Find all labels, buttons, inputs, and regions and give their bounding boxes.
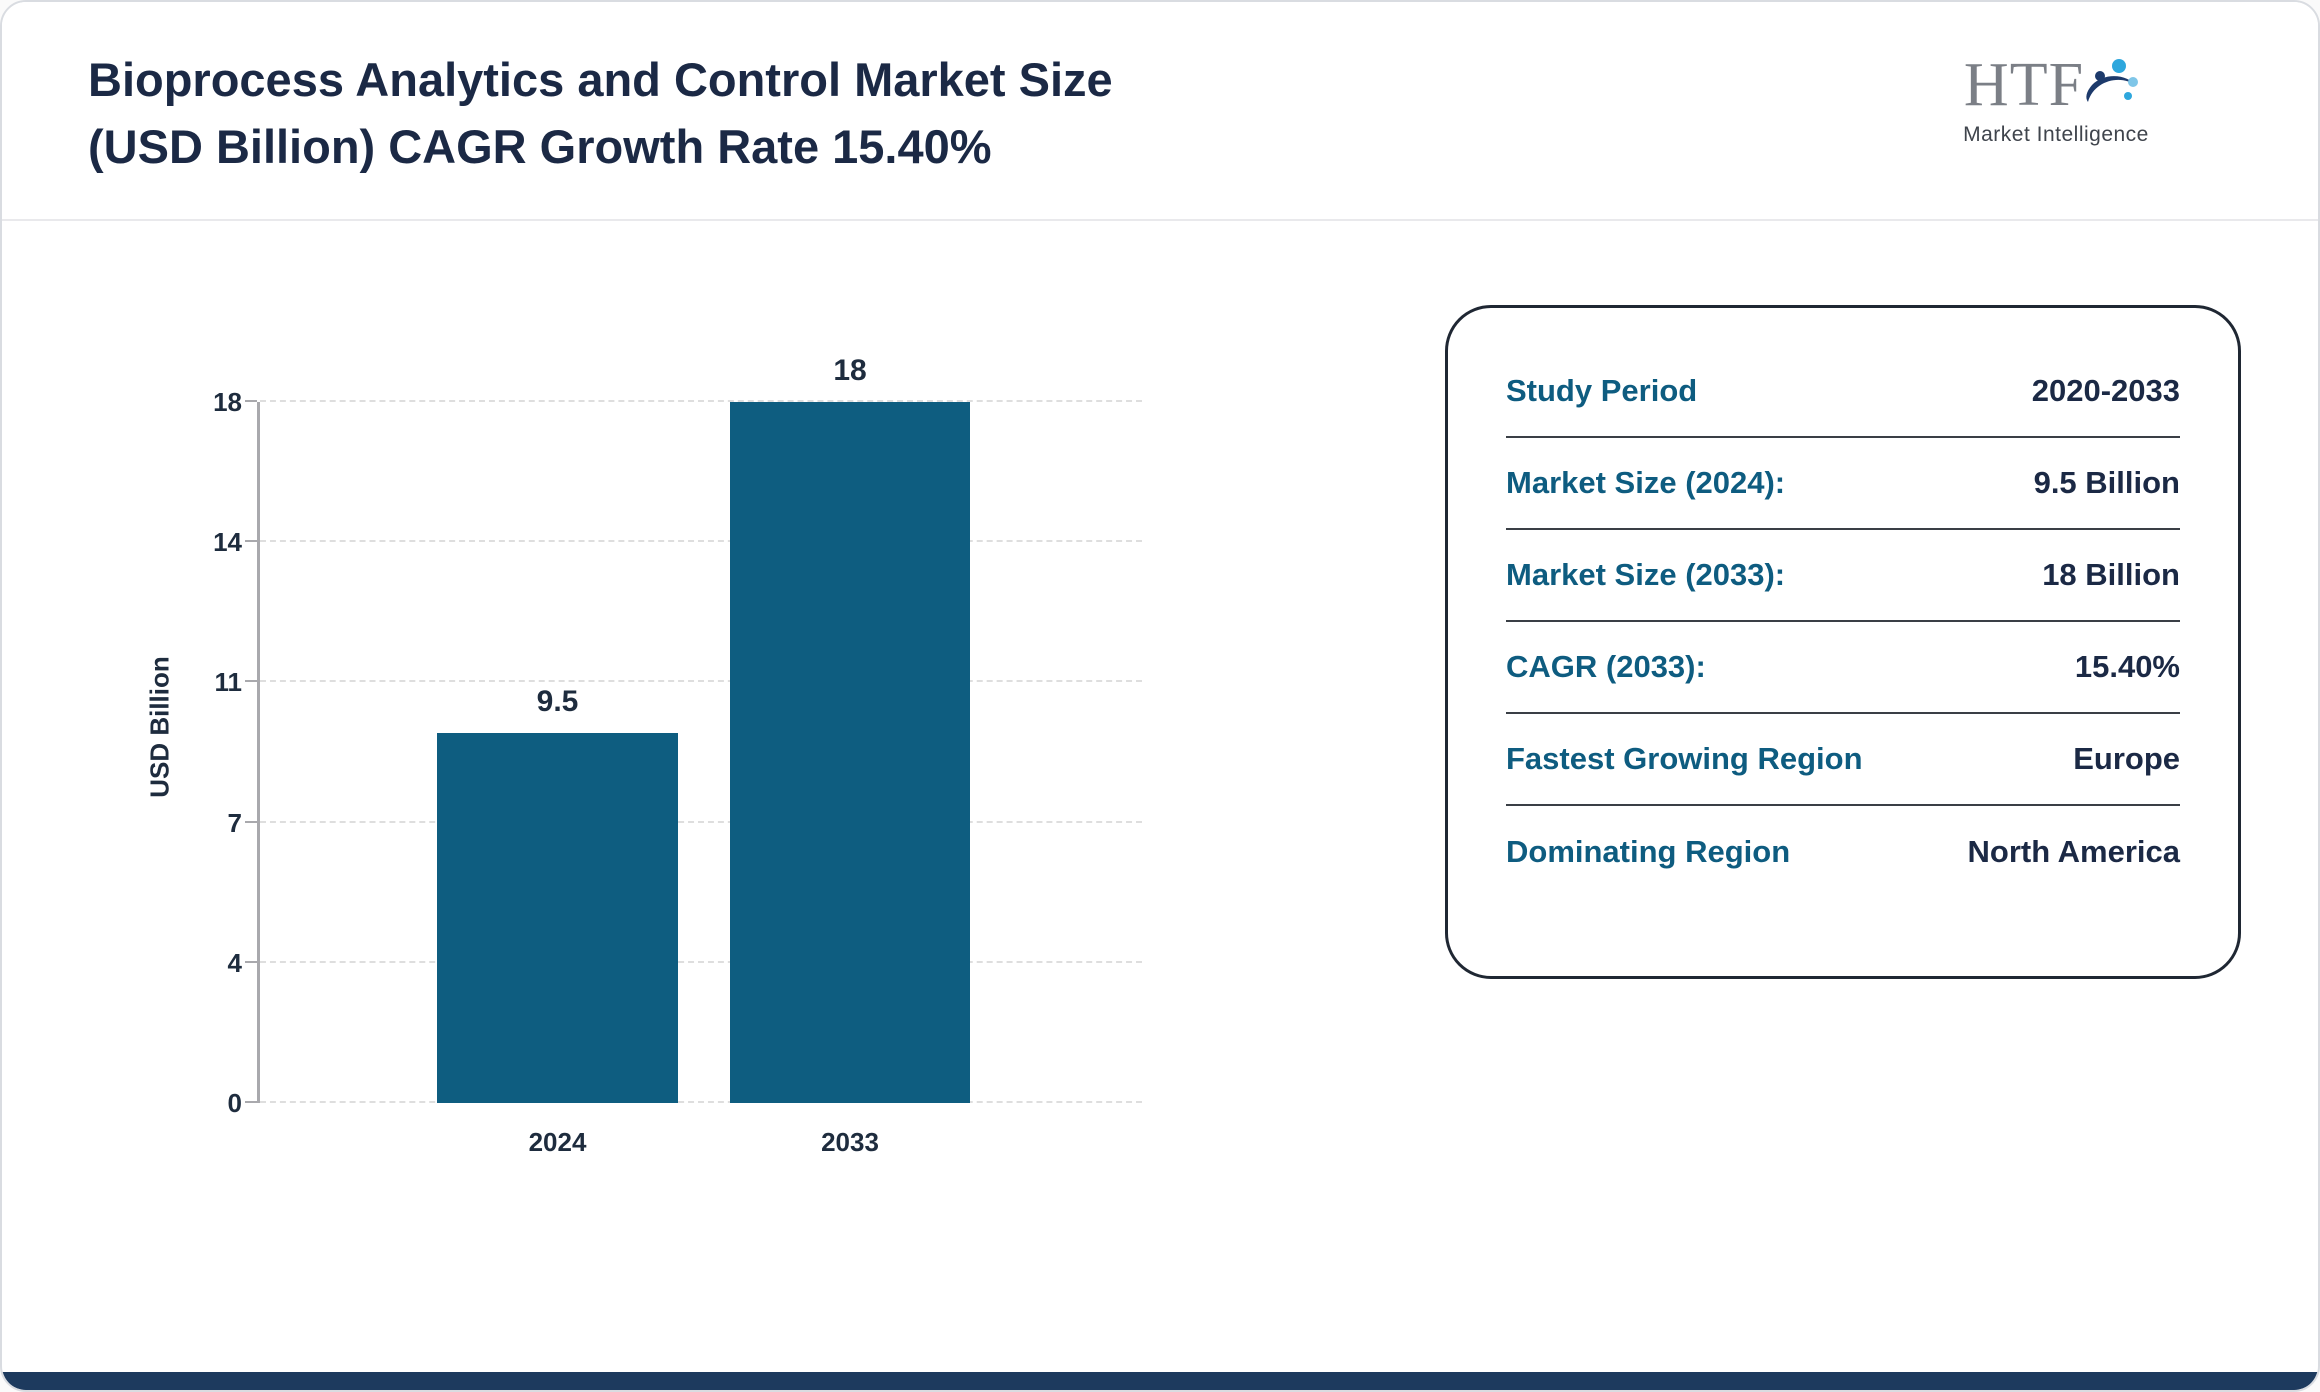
info-panel-row-label: CAGR (2033): <box>1506 649 1706 684</box>
header: Bioprocess Analytics and Control Market … <box>2 2 2318 221</box>
y-tick-label: 14 <box>213 527 242 558</box>
y-axis-tick <box>245 400 257 402</box>
gridline <box>260 400 1142 402</box>
htf-logo-top: HTF <box>1906 46 2206 120</box>
htf-logo: HTF Market Intelligence <box>1906 46 2206 147</box>
x-tick-label: 2033 <box>821 1127 879 1157</box>
plot-area: 0 4 7 11 14 18 9.5 2024 18 2033 <box>213 354 1142 1157</box>
info-panel-row: Dominating Region North America <box>1506 806 2180 898</box>
gridline <box>260 820 1142 823</box>
info-panel-row-label: Market Size (2033): <box>1506 557 1786 592</box>
bottom-accent-bar <box>2 1372 2318 1390</box>
x-tick-label: 2024 <box>528 1127 587 1157</box>
info-panel-row-value: Europe <box>2073 741 2180 776</box>
page-title-line2: (USD Billion) CAGR Growth Rate 15.40% <box>88 120 992 174</box>
info-panel-row-label: Market Size (2024): <box>1506 465 1786 500</box>
page-title: Bioprocess Analytics and Control Market … <box>88 46 1113 180</box>
info-panel-row: Market Size (2024): 9.5 Billion <box>1506 438 2180 530</box>
y-tick-label: 11 <box>214 667 243 698</box>
y-tick-label: 0 <box>227 1088 242 1118</box>
bar-group: 18 <box>730 354 970 1103</box>
info-panel: Study Period 2020-2033 Market Size (2024):… <box>1445 305 2241 979</box>
page-title-line1: Bioprocess Analytics and Control Market … <box>88 53 1113 106</box>
info-panel-row-label: Study Period <box>1506 373 1698 408</box>
y-tick-label: 7 <box>227 807 242 838</box>
y-axis-tick <box>245 680 257 683</box>
info-panel-row-value: 18 Billion <box>2042 557 2180 592</box>
info-panel-row: Fastest Growing Region Europe <box>1506 714 2180 806</box>
htf-logo-text: HTF <box>1963 51 2085 120</box>
gridline <box>260 960 1142 963</box>
info-panel-row-label: Fastest Growing Region <box>1506 741 1863 776</box>
y-axis-tick <box>245 960 257 963</box>
gridline <box>260 1101 1142 1103</box>
bar <box>730 402 970 1103</box>
gridline <box>260 680 1142 683</box>
info-panel-row-value: 2020-2033 <box>2031 373 2180 408</box>
bar <box>437 733 678 1103</box>
info-panel-row-value: North America <box>1967 834 2180 869</box>
info-panel-row: Market Size (2033): 18 Billion <box>1506 530 2180 622</box>
y-tick-label: 18 <box>213 387 242 417</box>
gridline <box>260 540 1142 543</box>
info-panel-row-value: 9.5 Billion <box>2033 465 2180 500</box>
htf-logo-subtext: Market Intelligence <box>1963 123 2149 146</box>
swoosh-people-icon <box>2078 52 2142 121</box>
y-axis-tick <box>245 820 257 823</box>
info-panel-row-value: 15.40% <box>2074 649 2180 684</box>
y-axis-tick <box>245 540 257 543</box>
bar-value-label: 18 <box>833 354 867 387</box>
info-panel-row-label: Dominating Region <box>1506 834 1791 869</box>
info-panel-row: Study Period 2020-2033 <box>1506 346 2180 438</box>
bar-value-label: 9.5 <box>536 685 579 719</box>
bar-group: 9.5 <box>437 402 678 1103</box>
info-panel-row: CAGR (2033): 15.40% <box>1506 622 2180 714</box>
y-axis-tick <box>245 1101 257 1103</box>
y-tick-label: 4 <box>227 947 242 978</box>
